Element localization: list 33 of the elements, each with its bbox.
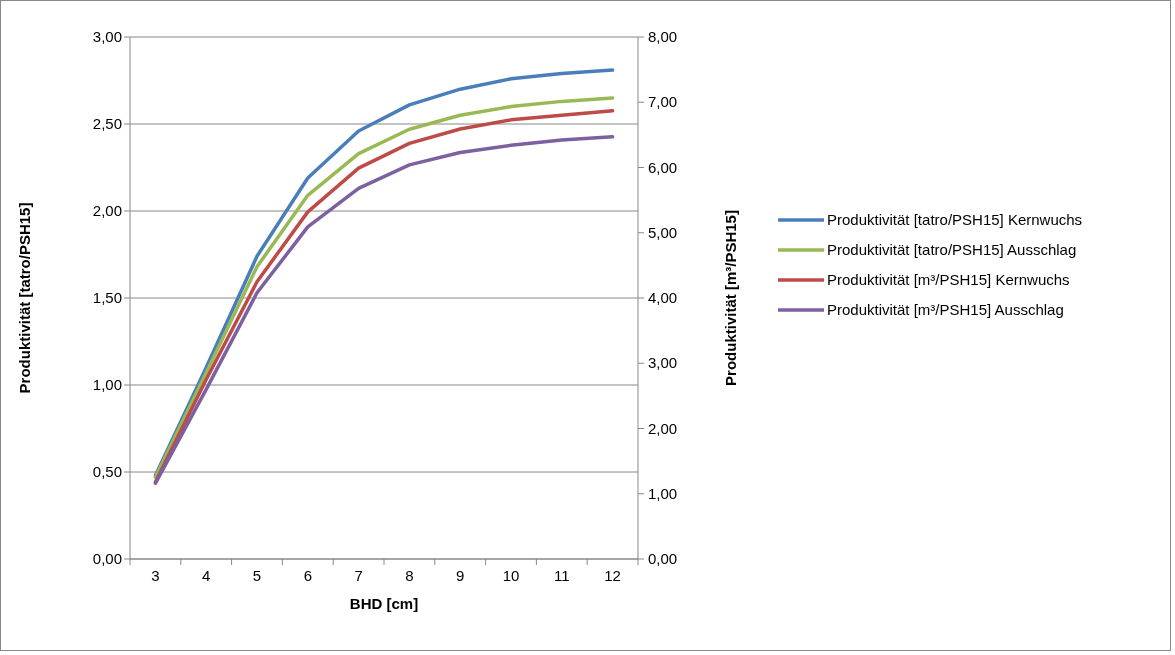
y-axis-title: Produktivität [tatro/PSH15] [16,202,33,394]
legend-label: Produktivität [tatro/PSH15] Ausschlag [827,241,1077,258]
x-tick-label: 11 [554,567,570,584]
y-tick-label: 1,50 [92,289,122,306]
y-tick-label: 2,50 [92,115,122,132]
y2-tick-label: 7,00 [648,93,678,111]
x-tick-label: 10 [502,567,520,584]
y2-tick-label: 5,00 [648,223,678,241]
x-tick-label: 5 [252,567,262,584]
y-tick-label: 2,00 [92,202,122,219]
legend-label: Produktivität [m³/PSH15] Kernwuchs [827,271,1070,288]
y2-tick-label: 4,00 [648,289,678,306]
y-tick-label: 0,00 [92,550,122,567]
x-tick-label: 8 [405,567,414,584]
x-tick-label: 12 [604,567,621,584]
legend-label: Produktivität [tatro/PSH15] Kernwuchs [827,211,1083,228]
x-tick-label: 3 [151,567,160,584]
y2-tick-label: 8,00 [648,28,678,45]
x-tick-label: 4 [202,567,211,584]
y2-tick-label: 3,00 [648,354,678,372]
x-tick-label: 7 [354,567,363,584]
y-tick-label: 1,00 [92,376,122,393]
y2-axis-title: Produktivität [m³/PSH15] [722,210,739,386]
y2-tick-label: 0,00 [648,550,678,567]
x-tick-label: 9 [456,567,465,584]
y2-tick-label: 2,00 [648,419,678,437]
y-tick-label: 3,00 [92,28,122,45]
y-tick-label: 0,50 [92,463,122,480]
x-tick-label: 6 [303,567,312,584]
y2-tick-label: 1,00 [648,484,678,502]
x-axis-title: BHD [cm] [349,595,419,612]
y2-tick-label: 6,00 [648,158,678,176]
legend-label: Produktivität [m³/PSH15] Ausschlag [827,301,1064,318]
